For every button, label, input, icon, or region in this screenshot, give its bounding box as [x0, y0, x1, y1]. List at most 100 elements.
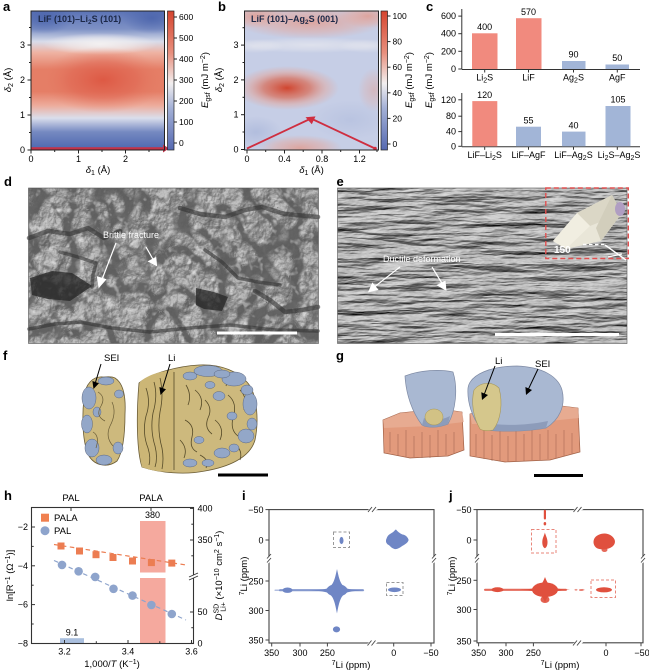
svg-text:2: 2: [123, 154, 128, 164]
svg-text:LiF: LiF: [522, 73, 535, 83]
svg-text:300: 300: [456, 605, 471, 615]
svg-text:δ2 (Å): δ2 (Å): [214, 68, 226, 93]
svg-text:100: 100: [393, 11, 407, 21]
svg-text:400: 400: [477, 22, 492, 32]
svg-text:Egsf (mJ m−2): Egsf (mJ m−2): [424, 52, 436, 108]
svg-text:250: 250: [526, 648, 541, 658]
svg-text:7Li (ppm): 7Li (ppm): [447, 557, 458, 596]
svg-text:δ1 (Å): δ1 (Å): [86, 165, 111, 177]
svg-text:0: 0: [20, 145, 25, 155]
svg-text:0.8: 0.8: [316, 154, 329, 164]
svg-text:7Li (ppm): 7Li (ppm): [541, 660, 580, 671]
svg-text:h: h: [4, 488, 12, 503]
svg-text:250: 250: [456, 576, 471, 586]
svg-text:3.4: 3.4: [122, 647, 135, 657]
svg-text:300: 300: [248, 606, 263, 616]
svg-text:100: 100: [179, 117, 193, 127]
svg-text:80: 80: [446, 111, 456, 121]
svg-text:0: 0: [233, 145, 238, 155]
svg-text:Li2S: Li2S: [476, 73, 493, 85]
svg-text:g: g: [336, 348, 344, 363]
svg-text:0: 0: [391, 648, 396, 658]
svg-text:50: 50: [612, 53, 622, 63]
svg-text:40: 40: [568, 120, 578, 130]
svg-text:1: 1: [20, 110, 25, 120]
svg-text:−8: −8: [18, 638, 28, 648]
svg-text:0: 0: [451, 141, 456, 151]
svg-text:1.2: 1.2: [353, 154, 366, 164]
svg-text:120: 120: [441, 95, 456, 105]
svg-text:SEI: SEI: [535, 359, 550, 370]
svg-text:Li: Li: [495, 356, 502, 367]
svg-text:b: b: [218, 0, 226, 14]
svg-text:0: 0: [603, 648, 608, 658]
svg-text:−50: −50: [456, 505, 471, 515]
svg-text:d: d: [4, 174, 12, 189]
svg-text:60: 60: [393, 62, 403, 72]
svg-text:0: 0: [258, 536, 263, 546]
svg-text:PALA: PALA: [54, 513, 78, 524]
svg-text:40: 40: [446, 127, 456, 137]
svg-text:350: 350: [248, 636, 263, 646]
svg-text:LiF (101)–Li2S (101): LiF (101)–Li2S (101): [38, 14, 121, 26]
svg-text:Li2S–Ag2S: Li2S–Ag2S: [598, 150, 641, 162]
svg-text:LiF (101)–Ag2S (001): LiF (101)–Ag2S (001): [251, 14, 338, 26]
svg-text:120: 120: [477, 90, 492, 100]
svg-text:−6: −6: [18, 600, 28, 610]
svg-text:380: 380: [145, 510, 160, 520]
svg-text:50: 50: [198, 607, 208, 617]
svg-text:−2: −2: [18, 522, 28, 532]
svg-text:3: 3: [233, 40, 238, 50]
svg-text:−50: −50: [248, 505, 263, 515]
svg-text:7Li (ppm): 7Li (ppm): [332, 660, 371, 671]
svg-text:55: 55: [523, 115, 533, 125]
svg-text:PALA: PALA: [139, 493, 163, 504]
svg-text:9.1: 9.1: [66, 628, 79, 638]
svg-text:500: 500: [179, 33, 193, 43]
svg-text:c: c: [426, 0, 433, 14]
svg-text:350: 350: [471, 648, 486, 658]
svg-text:400: 400: [198, 503, 213, 513]
svg-text:7Li (ppm): 7Li (ppm): [239, 557, 250, 596]
svg-text:300: 300: [292, 648, 307, 658]
svg-text:3.6: 3.6: [185, 647, 198, 657]
svg-text:350: 350: [456, 637, 471, 647]
svg-text:300: 300: [179, 75, 193, 85]
svg-text:PAL: PAL: [54, 526, 71, 537]
svg-text:DSDLi+ (×10−10 cm2 s−1): DSDLi+ (×10−10 cm2 s−1): [214, 531, 228, 621]
svg-text:a: a: [3, 0, 11, 14]
svg-text:δ2 (Å): δ2 (Å): [3, 68, 15, 93]
svg-text:0: 0: [179, 138, 184, 148]
svg-text:i: i: [242, 488, 246, 503]
svg-text:f: f: [3, 348, 8, 363]
svg-text:Ag2S: Ag2S: [563, 73, 584, 85]
svg-text:0.4: 0.4: [278, 154, 291, 164]
svg-text:600: 600: [441, 11, 456, 21]
svg-text:250: 250: [248, 577, 263, 587]
svg-text:LiF–Li2S: LiF–Li2S: [467, 150, 501, 162]
svg-text:600: 600: [179, 12, 193, 22]
svg-text:350: 350: [264, 648, 279, 658]
svg-text:LiF–AgF: LiF–AgF: [511, 150, 546, 160]
svg-text:0: 0: [451, 64, 456, 74]
svg-text:−50: −50: [634, 648, 649, 658]
svg-text:Egsf (mJ m−2): Egsf (mJ m−2): [200, 52, 212, 108]
svg-text:3: 3: [20, 40, 25, 50]
svg-text:90: 90: [568, 50, 578, 60]
svg-text:400: 400: [179, 54, 193, 64]
svg-text:250: 250: [320, 648, 335, 658]
svg-text:350: 350: [198, 535, 213, 545]
svg-text:0: 0: [198, 638, 203, 648]
svg-text:ln[R−1 (Ω−1)]: ln[R−1 (Ω−1)]: [5, 550, 16, 602]
svg-text:0: 0: [466, 536, 471, 546]
svg-text:40: 40: [393, 88, 403, 98]
svg-text:20: 20: [393, 113, 403, 123]
svg-text:2: 2: [20, 75, 25, 85]
svg-text:Li: Li: [168, 353, 175, 364]
svg-text:SEI: SEI: [104, 353, 119, 364]
svg-text:1: 1: [76, 154, 81, 164]
svg-text:0: 0: [244, 154, 249, 164]
svg-text:0: 0: [393, 139, 398, 149]
svg-text:Egsf (mJ m−2): Egsf (mJ m−2): [404, 52, 416, 108]
svg-text:200: 200: [179, 96, 193, 106]
